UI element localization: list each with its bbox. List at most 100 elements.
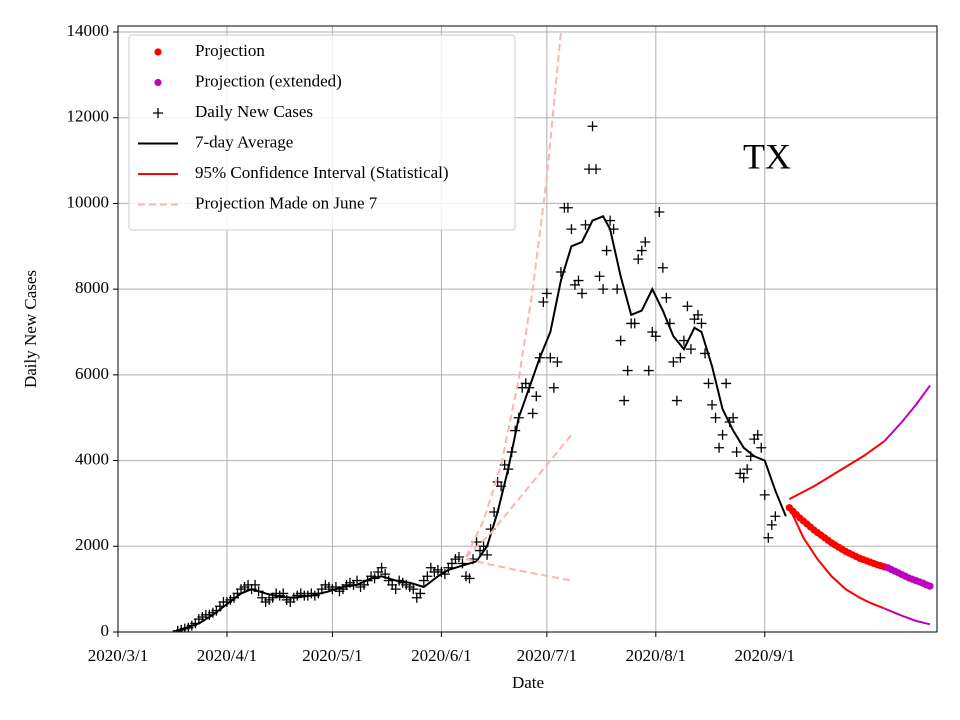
case-marker [738,472,749,483]
case-marker [675,352,686,363]
case-marker [615,335,626,346]
case-marker [728,412,739,423]
case-marker [703,378,714,389]
case-marker [562,202,573,213]
case-marker [636,245,647,256]
series-line [177,215,787,632]
case-marker [453,552,464,562]
legend-label: Projection [195,41,265,60]
series-line [788,507,885,610]
case-marker [682,301,693,312]
case-marker [619,395,630,406]
case-marker [541,288,552,299]
series-line [465,434,573,558]
y-tick-label: 10000 [67,192,110,211]
case-marker [538,297,549,307]
case-marker [408,584,419,595]
legend: Projection Projection (extended) Daily New… [128,34,516,231]
case-marker [640,237,651,247]
legend-label: 95% Confidence Interval (Statistical) [195,163,449,182]
case-marker [527,408,538,419]
case-marker [731,447,742,457]
x-axis-label: Date [512,673,544,692]
case-marker [548,382,559,393]
case-marker [580,219,591,230]
case-marker [612,284,623,295]
case-marker [643,365,654,376]
case-marker [721,378,732,389]
case-marker [552,357,563,367]
case-marker [531,391,542,402]
case-marker [692,309,703,320]
case-marker [685,344,696,355]
case-marker [759,489,770,500]
annotation: TX [743,136,791,176]
case-marker [654,207,665,217]
case-marker [752,429,763,440]
case-marker [376,562,387,573]
case-marker [756,442,767,453]
y-tick-label: 6000 [75,364,109,383]
case-marker [576,288,587,299]
case-marker [573,275,584,286]
case-marker [717,429,728,440]
case-marker [657,262,668,273]
legend-label: Projection (extended) [195,71,342,90]
case-marker [415,588,426,599]
case-marker [605,215,616,226]
case-marker [594,271,605,282]
x-tick-label: 2020/7/1 [517,646,577,665]
x-tick-label: 2020/8/1 [626,646,686,665]
series-line [883,384,931,442]
case-marker [707,399,718,410]
case-marker [770,511,781,522]
legend-swatch [153,108,163,118]
legend-frame [128,34,516,231]
series-line [465,31,562,558]
case-marker [650,331,661,342]
x-tick-label: 2020/6/1 [411,646,471,665]
plot-area [172,31,934,632]
y-tick-label: 12000 [67,107,110,126]
case-marker [661,292,672,303]
x-tick-label: 2020/5/1 [302,646,362,665]
projection-point [926,582,934,590]
legend-label: Projection Made on June 7 [195,193,378,212]
y-axis-label: Daily New Cases [21,270,40,388]
legend-label: Daily New Cases [195,102,313,121]
case-marker [390,584,401,595]
series-line [788,440,885,501]
legend-swatch [154,48,162,56]
case-marker [671,395,682,406]
case-marker [601,245,612,256]
case-marker [633,254,644,265]
x-tick-label: 2020/4/1 [197,646,257,665]
series-line [465,558,572,582]
legend-swatch [154,78,162,87]
case-marker [598,284,609,295]
y-tick-label: 0 [101,621,110,640]
case-marker [742,464,753,475]
case-marker [457,558,468,569]
y-tick-label: 2000 [75,535,109,554]
case-marker [668,357,679,367]
case-marker [464,573,475,584]
case-marker [629,318,640,329]
y-tick-label: 4000 [75,449,109,468]
case-marker [545,352,556,363]
case-marker [250,579,261,590]
case-marker [566,224,577,235]
case-marker [696,318,707,329]
x-tick-label: 2020/9/1 [735,646,795,665]
case-marker [591,164,602,175]
y-tick-label: 8000 [75,278,109,297]
legend-label: 7-day Average [195,132,293,151]
case-marker [422,571,433,582]
case-marker [482,549,493,560]
y-tick-label: 14000 [67,21,110,40]
case-marker [763,532,774,543]
case-marker [587,121,598,132]
case-marker [710,412,721,423]
x-tick-label: 2020/3/1 [88,646,148,665]
